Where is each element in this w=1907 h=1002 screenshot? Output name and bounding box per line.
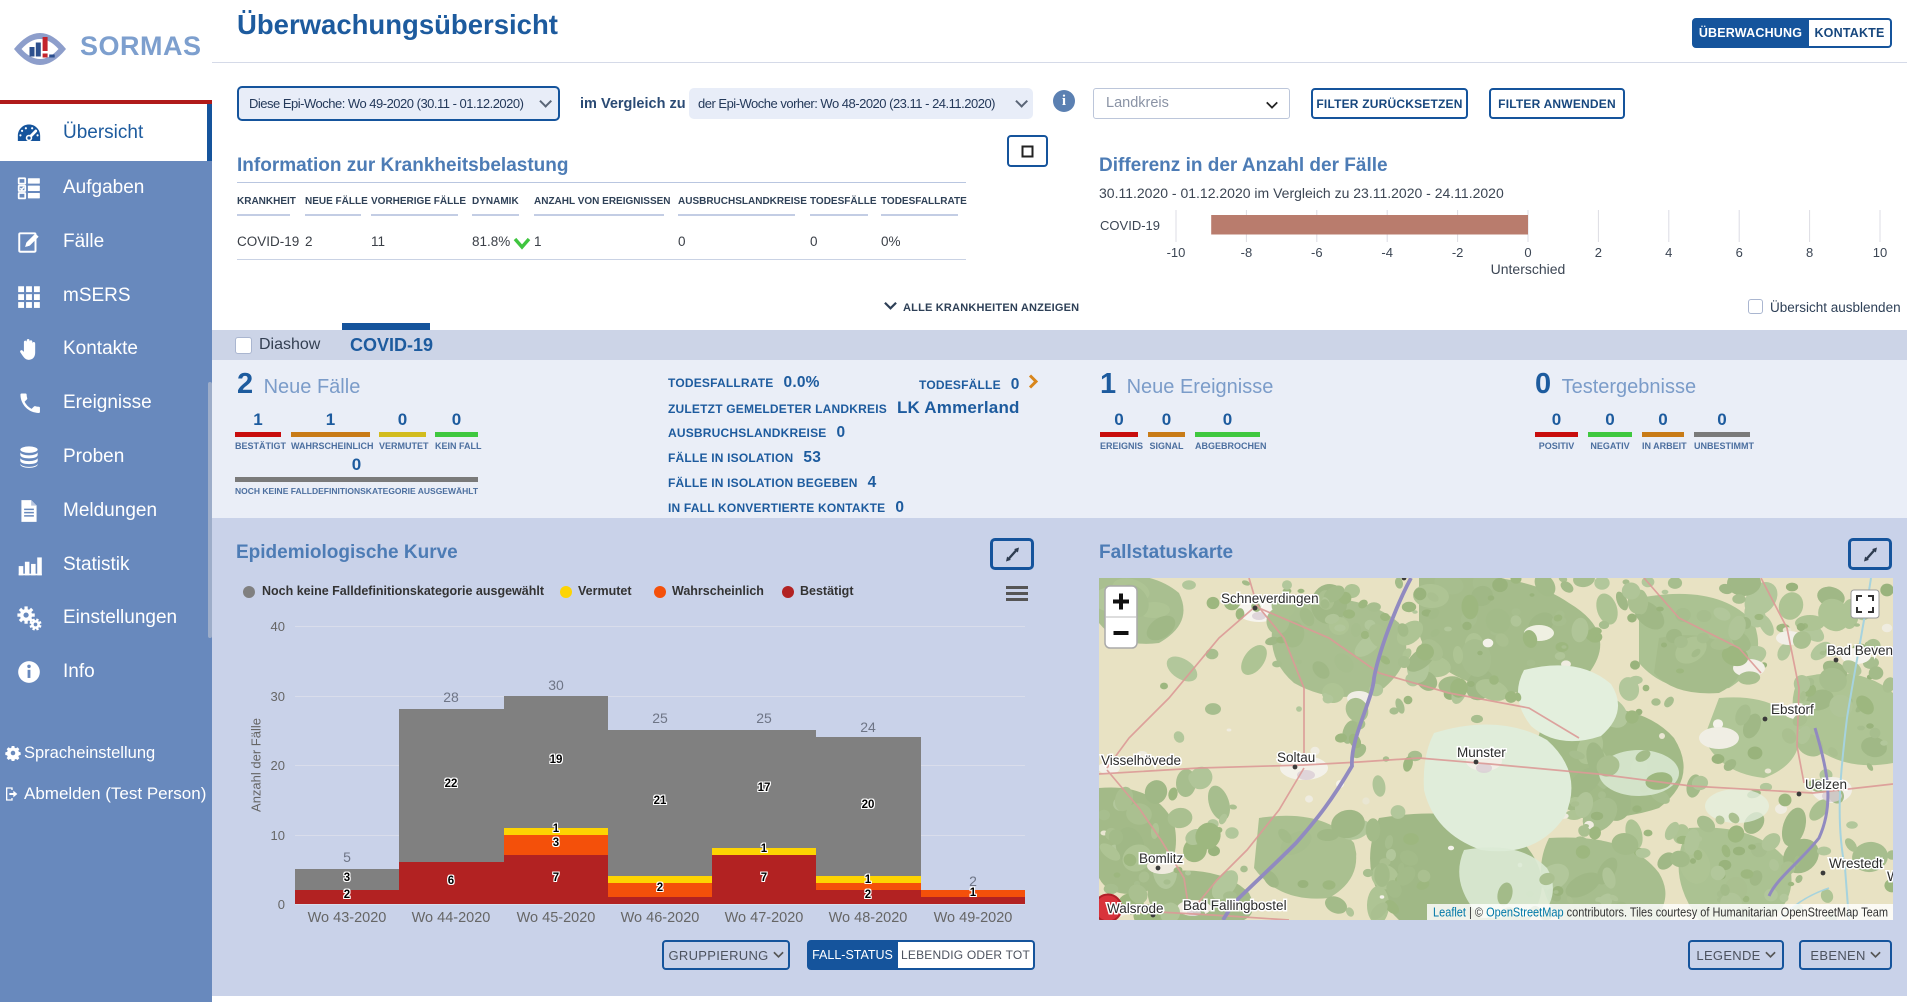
svg-text:Bad Fallingbostel: Bad Fallingbostel xyxy=(1183,898,1287,913)
svg-text:8: 8 xyxy=(1806,245,1813,260)
svg-text:-4: -4 xyxy=(1381,245,1393,260)
svg-text:Bad Bevensen: Bad Bevensen xyxy=(1827,643,1893,658)
svg-text:Walsrode: Walsrode xyxy=(1107,901,1164,916)
svg-text:COVID-19: COVID-19 xyxy=(1100,218,1160,233)
svg-text:Unterschied: Unterschied xyxy=(1491,261,1566,277)
svg-text:Munster: Munster xyxy=(1457,745,1506,760)
svg-text:Bomlitz: Bomlitz xyxy=(1139,851,1184,866)
svg-text:-2: -2 xyxy=(1452,245,1464,260)
svg-text:Wrestedt: Wrestedt xyxy=(1829,856,1883,871)
svg-text:W: W xyxy=(1887,869,1893,884)
svg-text:-6: -6 xyxy=(1311,245,1323,260)
svg-text:-10: -10 xyxy=(1167,245,1186,260)
svg-text:4: 4 xyxy=(1665,245,1672,260)
svg-text:0: 0 xyxy=(1524,245,1531,260)
svg-text:Ebstorf: Ebstorf xyxy=(1771,702,1814,717)
svg-text:-8: -8 xyxy=(1241,245,1253,260)
svg-text:6: 6 xyxy=(1736,245,1743,260)
svg-text:Soltau: Soltau xyxy=(1277,750,1315,765)
svg-text:10: 10 xyxy=(1873,245,1887,260)
svg-text:2: 2 xyxy=(1595,245,1602,260)
svg-text:Leaflet | © OpenStreetMap cont: Leaflet | © OpenStreetMap contributors. … xyxy=(1433,906,1888,920)
svg-text:Schneverdingen: Schneverdingen xyxy=(1221,591,1319,606)
svg-text:Visselhövede: Visselhövede xyxy=(1101,753,1181,768)
svg-text:Uelzen: Uelzen xyxy=(1805,777,1847,792)
